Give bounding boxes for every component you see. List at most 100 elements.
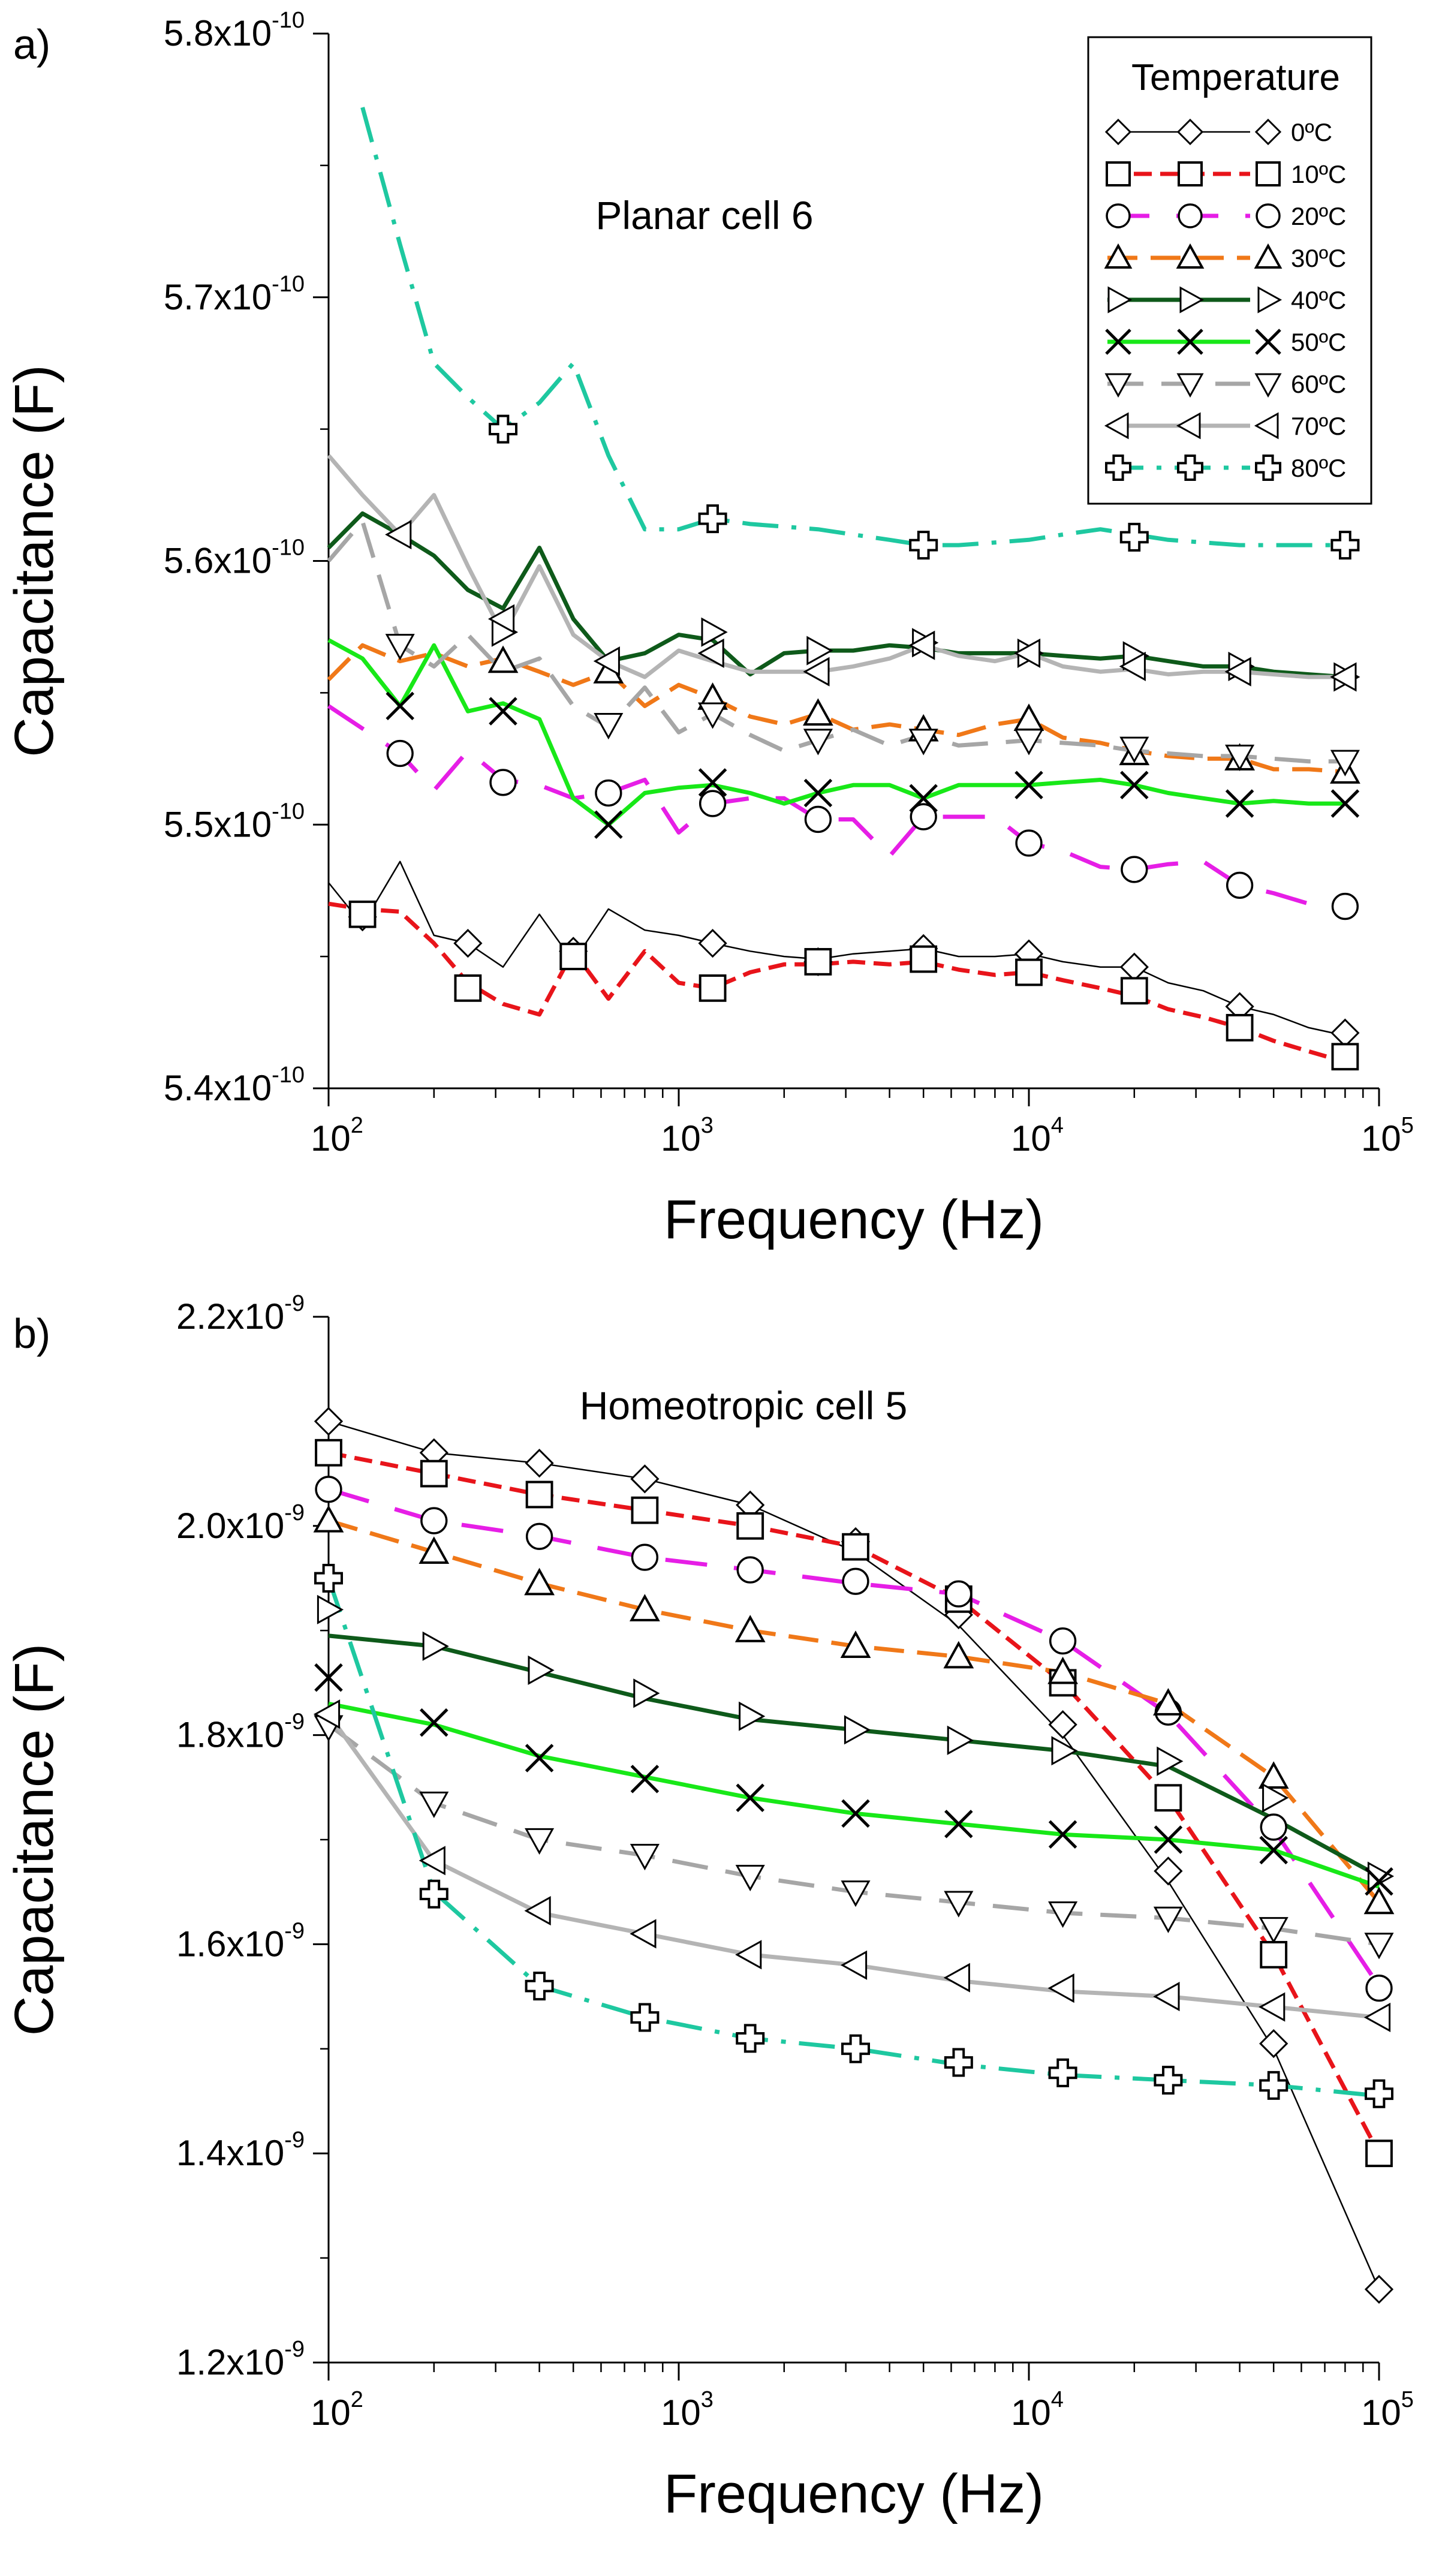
y-tick-label-exponent: -9 — [284, 1291, 305, 1316]
legend-marker-plus — [1105, 455, 1131, 481]
data-point-triangle-up-3 — [1047, 1656, 1078, 1684]
x-tick-label: 105 — [1361, 2387, 1414, 2433]
data-point-x-5 — [489, 697, 517, 726]
data-point-triangle-right-4 — [422, 1631, 449, 1661]
y-tick-label: 1.2x10-9 — [176, 2337, 305, 2382]
x-tick-label: 105 — [1361, 1113, 1414, 1158]
data-point-square-1 — [1120, 977, 1148, 1005]
data-point-triangle-down-6 — [735, 1864, 765, 1892]
data-point-square-1 — [420, 1459, 448, 1488]
data-point-plus-8 — [1119, 522, 1149, 552]
data-point-square-1 — [1331, 1043, 1359, 1071]
data-point-square-1 — [1260, 1940, 1288, 1969]
chart-panel-b: b)102 103 104 1051.2x10-91.4x10-91.6x10-91.… — [4, 1291, 1414, 2524]
data-point-x-5 — [841, 1799, 870, 1828]
data-point-triangle-up-3 — [524, 1567, 555, 1596]
data-point-diamond-0 — [1330, 1018, 1360, 1048]
data-point-plus-8 — [1154, 2066, 1183, 2095]
data-point-x-5 — [1014, 771, 1043, 800]
series-line-2 — [328, 1487, 1381, 1988]
x-tick-label-mantissa: 10 — [1361, 2393, 1401, 2433]
data-point-triangle-down-6 — [1364, 1933, 1394, 1960]
data-point-triangle-right-4 — [844, 1715, 871, 1745]
data-point-x-5 — [525, 1744, 554, 1772]
x-tick-label-mantissa: 10 — [311, 1118, 351, 1158]
y-tick-label-exponent: -10 — [272, 799, 305, 824]
x-tick-label: 104 — [1011, 1113, 1064, 1158]
data-point-triangle-down-6 — [698, 702, 728, 729]
data-point-triangle-left-7 — [630, 1919, 657, 1949]
series-line-4 — [328, 1633, 1380, 1879]
data-point-square-1 — [1154, 1784, 1182, 1812]
data-point-circle-2 — [1331, 892, 1359, 920]
data-point-triangle-left-7 — [1047, 1973, 1074, 2003]
data-point-triangle-left-7 — [697, 638, 724, 668]
series-line-0 — [328, 860, 1345, 1037]
series-line-1 — [328, 901, 1346, 1064]
data-point-triangle-right-4 — [1157, 1746, 1184, 1776]
y-tick-label-exponent: -10 — [272, 272, 305, 297]
y-tick-label: 1.4x10-9 — [176, 2127, 305, 2173]
x-tick-label-mantissa: 10 — [1011, 2393, 1051, 2433]
data-point-square-1 — [315, 1439, 342, 1467]
x-tick-label-mantissa: 10 — [661, 2393, 701, 2433]
data-point-x-5 — [698, 768, 727, 797]
data-point-triangle-down-6 — [908, 729, 938, 756]
x-tick-label-exponent: 5 — [1401, 2387, 1414, 2412]
y-tick-label: 5.7x10-10 — [164, 272, 305, 317]
data-point-triangle-left-7 — [487, 604, 515, 634]
legend-marker-x — [1177, 329, 1203, 355]
data-point-diamond-0 — [1154, 1856, 1183, 1886]
data-point-triangle-left-7 — [524, 1896, 551, 1926]
data-point-x-5 — [594, 810, 623, 839]
data-point-square-1 — [1226, 1013, 1254, 1042]
data-point-circle-2 — [1365, 1974, 1393, 2002]
data-point-triangle-up-3 — [1013, 703, 1044, 731]
data-point-triangle-right-4 — [317, 1594, 344, 1624]
y-tick-label: 2.0x10-9 — [176, 1500, 305, 1546]
data-point-plus-8 — [314, 1564, 343, 1593]
y-tick-label: 5.6x10-10 — [164, 535, 305, 581]
series-line-2 — [327, 704, 1345, 909]
data-point-circle-2 — [1260, 1813, 1287, 1841]
legend-marker-triangle-right — [1257, 286, 1283, 314]
data-point-triangle-up-3 — [487, 645, 519, 673]
data-point-triangle-up-3 — [734, 1615, 766, 1642]
legend-marker-plus — [1255, 455, 1281, 481]
y-tick-label-mantissa: 1.8x10 — [176, 1715, 284, 1755]
data-point-square-1 — [559, 943, 588, 971]
data-point-triangle-down-6 — [1330, 750, 1360, 777]
y-tick-label-mantissa: 1.2x10 — [176, 2342, 284, 2382]
data-point-triangle-down-6 — [944, 1891, 974, 1918]
data-point-square-1 — [631, 1496, 659, 1524]
data-point-diamond-0 — [1259, 2029, 1289, 2059]
legend-marker-triangle-down — [1254, 373, 1282, 398]
legend-marker-diamond — [1104, 118, 1132, 146]
data-point-plus-8 — [909, 531, 938, 560]
data-point-triangle-up-3 — [1258, 1761, 1289, 1789]
data-point-plus-8 — [630, 2003, 660, 2032]
data-point-triangle-down-6 — [1048, 1901, 1078, 1928]
x-tick-label-exponent: 2 — [351, 2387, 363, 2412]
y-tick-label-exponent: -10 — [272, 535, 305, 561]
data-point-square-1 — [804, 948, 832, 976]
data-point-triangle-right-4 — [806, 636, 833, 666]
x-tick-label: 104 — [1011, 2387, 1064, 2433]
legend-label-0: 0ºC — [1291, 118, 1332, 146]
data-point-x-5 — [909, 784, 938, 813]
y-tick-label-exponent: -9 — [284, 1918, 305, 1943]
data-point-diamond-0 — [453, 929, 483, 958]
y-tick-label-mantissa: 5.4x10 — [164, 1068, 272, 1108]
data-point-circle-2 — [842, 1567, 869, 1595]
legend-marker-triangle-up — [1176, 243, 1205, 269]
legend-marker-circle — [1256, 203, 1281, 228]
data-point-square-1 — [1015, 958, 1043, 986]
data-point-circle-2 — [1015, 829, 1043, 857]
y-tick-label-exponent: -10 — [272, 8, 305, 33]
data-point-triangle-down-6 — [1225, 744, 1255, 772]
data-point-x-5 — [1259, 1835, 1288, 1865]
y-tick-label: 2.2x10-9 — [176, 1291, 305, 1337]
y-tick-label-mantissa: 5.8x10 — [164, 13, 272, 53]
data-point-triangle-down-6 — [1153, 1906, 1183, 1933]
y-tick-label-exponent: -9 — [284, 2127, 305, 2153]
